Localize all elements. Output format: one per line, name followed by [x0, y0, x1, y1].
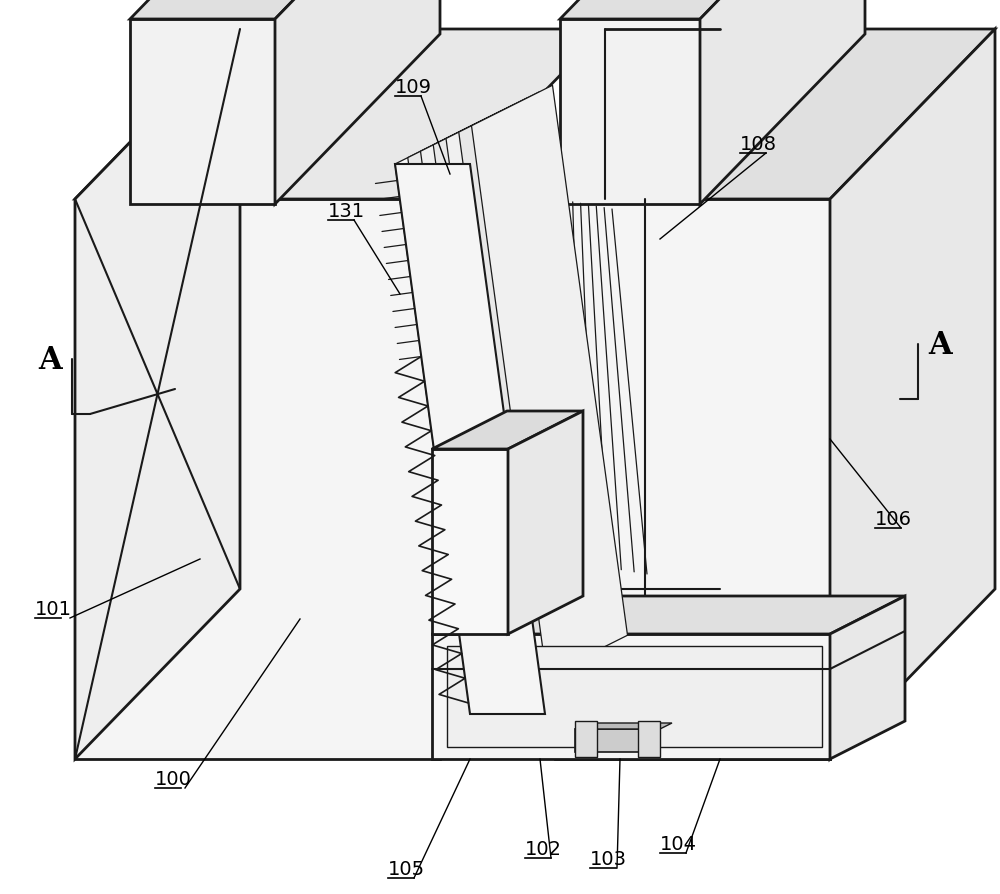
- Polygon shape: [830, 596, 905, 759]
- Polygon shape: [575, 730, 660, 752]
- Polygon shape: [555, 30, 995, 199]
- Polygon shape: [395, 164, 545, 714]
- Text: 109: 109: [395, 78, 432, 97]
- Polygon shape: [432, 634, 830, 759]
- Polygon shape: [130, 20, 275, 205]
- Polygon shape: [555, 199, 830, 759]
- Polygon shape: [459, 92, 615, 682]
- Polygon shape: [433, 105, 589, 696]
- Text: A: A: [928, 329, 952, 360]
- Text: 131: 131: [328, 202, 365, 221]
- Polygon shape: [432, 596, 905, 634]
- Text: 108: 108: [740, 135, 777, 154]
- Polygon shape: [638, 721, 660, 757]
- Polygon shape: [560, 20, 700, 205]
- Polygon shape: [432, 450, 508, 634]
- Text: 100: 100: [155, 769, 192, 789]
- Text: 105: 105: [388, 859, 425, 878]
- Text: 106: 106: [875, 510, 912, 528]
- Polygon shape: [700, 0, 865, 205]
- Polygon shape: [75, 30, 605, 199]
- Text: 101: 101: [35, 599, 72, 619]
- Polygon shape: [447, 646, 822, 747]
- Text: A: A: [38, 344, 62, 375]
- Polygon shape: [560, 0, 865, 20]
- Polygon shape: [395, 124, 551, 714]
- Text: 103: 103: [590, 849, 627, 868]
- Polygon shape: [508, 411, 583, 634]
- Polygon shape: [130, 0, 440, 20]
- Polygon shape: [75, 199, 440, 759]
- Text: 102: 102: [525, 839, 562, 858]
- Polygon shape: [472, 86, 628, 676]
- Polygon shape: [432, 411, 583, 450]
- Polygon shape: [75, 30, 240, 759]
- Polygon shape: [275, 0, 440, 205]
- Polygon shape: [408, 118, 564, 708]
- Polygon shape: [830, 30, 995, 759]
- Text: 104: 104: [660, 834, 697, 853]
- Polygon shape: [421, 112, 576, 702]
- Polygon shape: [446, 99, 602, 688]
- Polygon shape: [575, 723, 672, 730]
- Polygon shape: [575, 721, 597, 757]
